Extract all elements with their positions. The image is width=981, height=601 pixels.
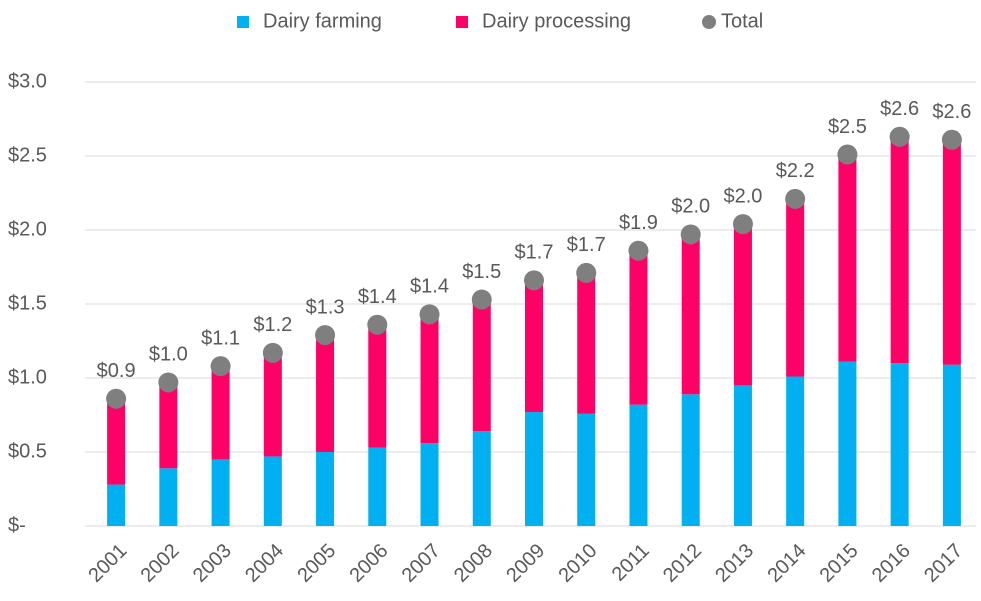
x-tick-label: 2016	[868, 540, 915, 587]
legend-marker	[456, 16, 468, 28]
bar-segment	[472, 299, 491, 432]
y-tick-label: $1.5	[8, 292, 47, 314]
x-tick-label: 2015	[816, 540, 863, 587]
bar-segment	[577, 413, 596, 526]
total-marker	[315, 325, 336, 346]
bar-segment	[733, 224, 752, 386]
data-label: $1.1	[201, 327, 240, 349]
total-marker	[680, 224, 701, 245]
total-marker	[158, 372, 179, 393]
bar-segment	[316, 452, 335, 526]
x-tick-label: 2008	[450, 540, 497, 587]
legend-marker	[702, 15, 716, 29]
data-label: $1.2	[253, 314, 292, 336]
total-marker	[471, 289, 492, 310]
total-marker	[889, 126, 910, 147]
x-tick-label: 2007	[398, 540, 445, 587]
bar-segment	[890, 363, 909, 526]
legend-marker	[237, 16, 249, 28]
y-tick-label: $1.0	[8, 366, 47, 388]
x-tick-label: 2009	[502, 540, 549, 587]
x-tick-label: 2001	[84, 540, 131, 587]
x-tick-label: 2006	[346, 540, 393, 587]
x-tick-label: 2002	[137, 540, 184, 587]
total-marker	[732, 214, 753, 235]
data-label: $1.0	[149, 344, 188, 366]
bar-segment	[525, 412, 543, 526]
total-marker	[524, 270, 544, 291]
bar-segment	[786, 376, 805, 526]
total-marker	[106, 388, 127, 409]
x-tick-label: 2017	[920, 540, 967, 587]
bar-segment	[107, 484, 126, 526]
data-label: $1.7	[567, 234, 606, 256]
bar-segment	[368, 324, 387, 448]
bar-segment	[942, 364, 961, 526]
legend-label: Total	[721, 10, 763, 32]
x-tick-label: 2014	[763, 540, 810, 587]
total-marker	[941, 129, 962, 150]
legend-label: Dairy farming	[263, 10, 382, 32]
x-tick-label: 2011	[608, 540, 654, 586]
x-tick-label: 2012	[659, 540, 706, 587]
data-label: $2.0	[671, 196, 710, 218]
bar-segment	[942, 139, 961, 365]
data-label: $1.9	[619, 212, 658, 234]
bar-segment	[263, 352, 282, 457]
bar-segment	[263, 456, 282, 526]
y-tick-label: $3.0	[8, 70, 47, 92]
bar-segment	[525, 280, 543, 413]
bar-segment	[838, 361, 857, 526]
y-tick-label: $-	[8, 514, 26, 536]
bar-segment	[420, 314, 439, 444]
data-label: $2.6	[880, 98, 919, 120]
legend-label: Dairy processing	[482, 10, 631, 32]
data-label: $2.0	[723, 185, 762, 207]
bar-segment	[629, 404, 648, 526]
bar-segment	[159, 382, 178, 469]
total-marker	[262, 342, 283, 363]
data-label: $1.4	[358, 286, 397, 308]
bar-segment	[629, 250, 648, 405]
bar-segment	[733, 385, 752, 526]
bar-segment	[420, 443, 439, 526]
bar-segment	[211, 366, 230, 460]
x-tick-label: 2013	[711, 540, 758, 587]
data-label: $1.5	[462, 261, 501, 283]
bar-segment	[838, 154, 857, 362]
data-label: $2.6	[932, 101, 971, 123]
bar-segment	[316, 335, 335, 452]
bar-segment	[681, 394, 700, 526]
bar-segment	[211, 459, 230, 526]
total-marker	[576, 262, 597, 283]
x-tick-label: 2010	[554, 540, 601, 587]
data-label: $1.3	[306, 296, 345, 318]
bar-segment	[368, 447, 387, 526]
data-label: $1.7	[515, 242, 554, 264]
bar-segment	[472, 431, 491, 526]
data-label: $2.5	[828, 116, 867, 138]
bar-segment	[786, 198, 805, 377]
bar-segment	[681, 234, 700, 395]
total-marker	[785, 188, 806, 209]
x-tick-label: 2003	[189, 540, 236, 587]
total-marker	[419, 304, 440, 325]
total-marker	[837, 144, 858, 165]
x-tick-label: 2004	[241, 540, 288, 587]
bar-segment	[107, 398, 126, 485]
x-tick-label: 2005	[293, 540, 340, 587]
bar-segment	[577, 272, 596, 414]
total-marker	[367, 314, 388, 335]
y-tick-label: $2.5	[8, 144, 47, 166]
y-tick-label: $2.0	[8, 218, 47, 240]
data-label: $1.4	[410, 276, 449, 298]
data-label: $0.9	[97, 360, 136, 382]
bar-segment	[890, 136, 909, 364]
total-marker	[210, 356, 231, 377]
y-tick-label: $0.5	[8, 440, 47, 462]
bar-segment	[159, 468, 178, 526]
total-marker	[628, 240, 649, 261]
data-label: $2.2	[776, 160, 815, 182]
